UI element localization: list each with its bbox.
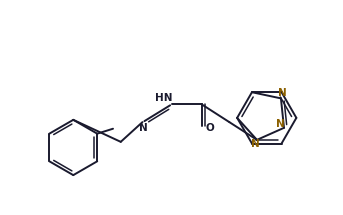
Text: N: N	[277, 88, 286, 98]
Text: N: N	[251, 139, 259, 149]
Text: N: N	[139, 123, 148, 133]
Text: N: N	[276, 119, 284, 129]
Text: O: O	[205, 123, 214, 133]
Text: HN: HN	[155, 93, 173, 103]
